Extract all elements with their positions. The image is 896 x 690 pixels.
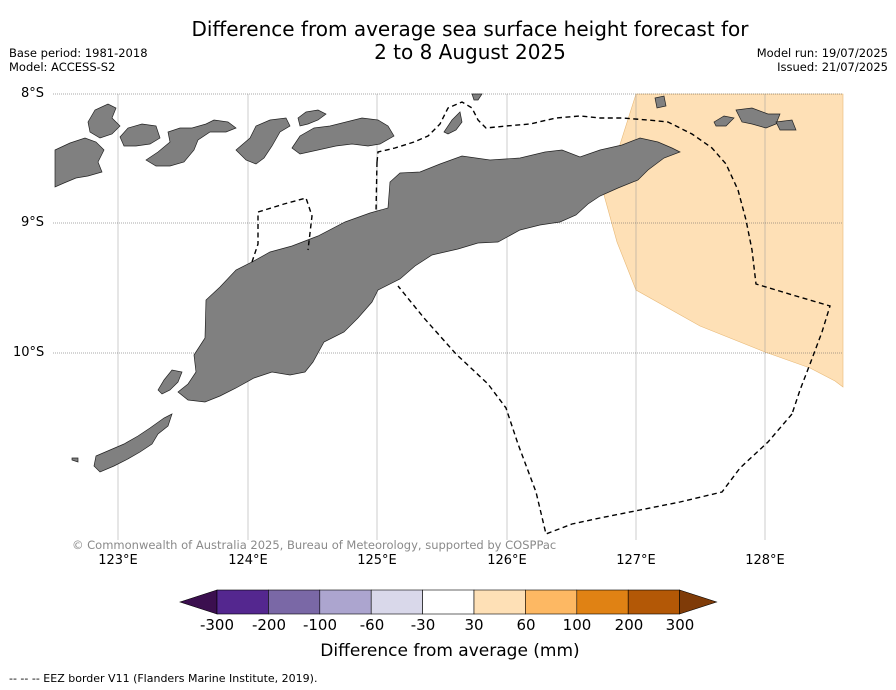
colorbar-tick: 30	[464, 616, 484, 634]
model-run: Model run: 19/07/2025	[756, 46, 888, 60]
lat-label-10s: 10°S	[13, 345, 45, 360]
alor-island	[291, 117, 395, 155]
lat-label-9s: 9°S	[21, 215, 45, 230]
colorbar-tick: -60	[359, 616, 385, 634]
lon-label-124e: 124°E	[228, 553, 268, 568]
title-line-1: Difference from average sea surface heig…	[191, 17, 749, 41]
eez-borders	[251, 101, 831, 535]
colorbar-tick: -200	[251, 616, 287, 634]
colorbar-tick: 200	[614, 616, 644, 634]
leti-island	[713, 115, 735, 127]
colorbar-label: Difference from average (mm)	[320, 641, 580, 661]
colorbar-tick: 100	[562, 616, 592, 634]
solor-island	[119, 123, 161, 147]
eez-legend: -- -- -- EEZ border V11 (Flanders Marine…	[9, 672, 318, 685]
colorbar-tick: 300	[665, 616, 695, 634]
meta-right: Model run: 19/07/2025 Issued: 21/07/2025	[757, 46, 888, 74]
colorbar-cell	[319, 589, 372, 615]
colorbar-cell	[473, 589, 526, 615]
issued-date: Issued: 21/07/2025	[777, 60, 888, 74]
moa-island	[735, 107, 781, 129]
lon-label-125e: 125°E	[357, 553, 397, 568]
lon-label-126e: 126°E	[487, 553, 527, 568]
colorbar-tick: -30	[410, 616, 436, 634]
wetar-small-island	[471, 93, 483, 101]
adonara-island	[87, 103, 121, 139]
colorbar	[179, 589, 718, 615]
colorbar-cell	[268, 589, 321, 615]
semau-island	[157, 369, 183, 395]
eez-border-oecusse	[251, 197, 313, 263]
map-title: Difference from average sea surface heig…	[150, 18, 790, 64]
colorbar-cell	[627, 589, 680, 615]
lembata-island	[145, 119, 237, 167]
colorbar-tick: -100	[302, 616, 338, 634]
ndao-island	[71, 457, 79, 463]
colorbar-cell	[576, 589, 629, 615]
lat-label-8s: 8°S	[21, 86, 45, 101]
atauro-island	[443, 111, 463, 135]
colorbar-cell	[525, 589, 578, 615]
colorbar-tick: 60	[516, 616, 536, 634]
colorbar-cell	[422, 589, 475, 615]
copyright-notice: © Commonwealth of Australia 2025, Bureau…	[72, 538, 557, 552]
lakor-island	[775, 119, 797, 131]
base-period: Base period: 1981-2018	[9, 46, 148, 60]
meta-left: Base period: 1981-2018 Model: ACCESS-S2	[9, 46, 148, 74]
lon-label-127e: 127°E	[616, 553, 656, 568]
colorbar-cell	[216, 589, 269, 615]
timor-island	[177, 137, 681, 403]
colorbar-extend-max	[679, 589, 718, 615]
flores-island	[54, 137, 105, 188]
pantar-island	[235, 117, 291, 165]
eez-border-south	[397, 285, 793, 535]
title-line-2: 2 to 8 August 2025	[374, 40, 566, 64]
eez-border-north	[376, 101, 831, 415]
colorbar-cell	[370, 589, 423, 615]
land-masses	[54, 93, 797, 473]
kisar-island	[654, 95, 667, 109]
lon-label-128e: 128°E	[745, 553, 785, 568]
colorbar-tick: -300	[199, 616, 235, 634]
model-name: Model: ACCESS-S2	[9, 60, 116, 74]
rote-island	[93, 413, 173, 473]
lon-label-123e: 123°E	[98, 553, 138, 568]
alor-north-island	[297, 109, 327, 127]
colorbar-extend-min	[179, 589, 218, 615]
